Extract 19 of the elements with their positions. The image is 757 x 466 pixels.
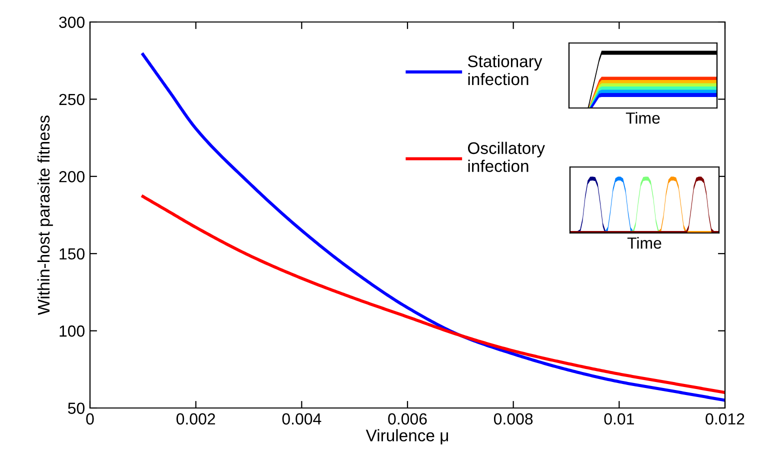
x-tick-label: 0.01 bbox=[604, 413, 634, 425]
y-axis-title: Within-host parasite fitness bbox=[37, 116, 53, 315]
y-tick-label: 50 bbox=[68, 402, 85, 414]
legend-label: Stationary infection bbox=[468, 55, 542, 86]
y-tick-label: 100 bbox=[60, 325, 85, 337]
x-tick-label: 0.004 bbox=[282, 413, 322, 425]
y-tick-label: 150 bbox=[60, 248, 85, 260]
x-tick-label: 0.012 bbox=[706, 413, 744, 425]
legend-label: Oscillatory infection bbox=[468, 142, 545, 172]
x-tick-label: 0.006 bbox=[388, 413, 427, 425]
y-tick-label: 250 bbox=[59, 94, 85, 106]
y-tick-label: 300 bbox=[59, 16, 85, 28]
x-tick-label: 0.002 bbox=[176, 413, 216, 425]
x-tick-label: 0 bbox=[86, 413, 94, 425]
y-tick-label: 200 bbox=[59, 171, 85, 182]
annotation: Time bbox=[626, 112, 660, 124]
annotation: Time bbox=[627, 237, 662, 249]
x-tick-label: 0.008 bbox=[494, 413, 533, 425]
x-axis-title: Virulence μ bbox=[366, 429, 448, 444]
